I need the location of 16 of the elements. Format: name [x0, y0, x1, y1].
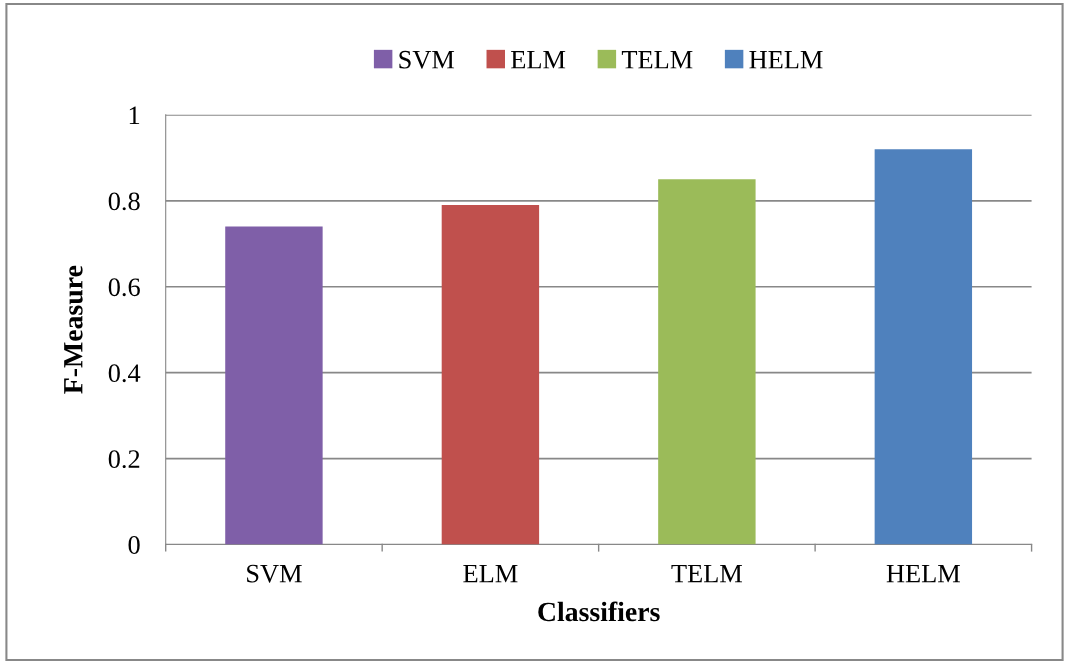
y-tick-label: 0: [128, 536, 140, 554]
legend-label: TELM: [621, 51, 693, 69]
legend-label: SVM: [399, 50, 455, 69]
legend-label: HELM: [749, 51, 823, 69]
x-tick-label: SVM: [247, 564, 302, 583]
x-axis-title: Classifiers: [538, 601, 660, 622]
x-tick-label: HELM: [886, 564, 960, 583]
y-tick-label: 0.2: [108, 450, 140, 469]
legend-label: ELM: [511, 51, 566, 69]
x-tick-label: ELM: [463, 564, 518, 583]
y-tick-label: 0.8: [108, 192, 140, 211]
y-tick-label: 1: [129, 106, 140, 125]
y-axis-title: F-Measure: [64, 265, 83, 394]
x-tick-label: TELM: [671, 564, 743, 583]
y-tick-label: 0.6: [108, 278, 140, 297]
y-tick-label: 0.4: [108, 364, 141, 383]
